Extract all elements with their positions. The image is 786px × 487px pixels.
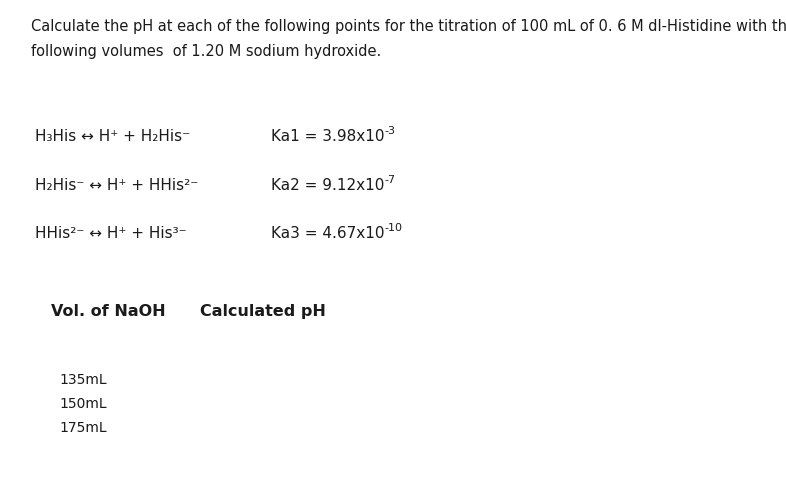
Text: Ka2 = 9.12x10: Ka2 = 9.12x10 — [271, 178, 384, 193]
Text: -7: -7 — [384, 174, 395, 185]
Text: 175mL: 175mL — [59, 421, 107, 435]
Text: H₂His⁻ ↔ H⁺ + HHis²⁻: H₂His⁻ ↔ H⁺ + HHis²⁻ — [35, 178, 199, 193]
Text: Calculated pH: Calculated pH — [200, 304, 326, 319]
Text: -10: -10 — [384, 223, 402, 233]
Text: Vol. of NaOH: Vol. of NaOH — [51, 304, 166, 319]
Text: following volumes  of 1.20 M sodium hydroxide.: following volumes of 1.20 M sodium hydro… — [31, 44, 382, 59]
Text: 150mL: 150mL — [59, 397, 107, 411]
Text: HHis²⁻ ↔ H⁺ + His³⁻: HHis²⁻ ↔ H⁺ + His³⁻ — [35, 226, 187, 242]
Text: -3: -3 — [384, 126, 395, 136]
Text: 135mL: 135mL — [59, 373, 107, 387]
Text: H₃His ↔ H⁺ + H₂His⁻: H₃His ↔ H⁺ + H₂His⁻ — [35, 129, 190, 144]
Text: Ka3 = 4.67x10: Ka3 = 4.67x10 — [271, 226, 384, 242]
Text: Ka1 = 3.98x10: Ka1 = 3.98x10 — [271, 129, 384, 144]
Text: Calculate the pH at each of the following points for the titration of 100 mL of : Calculate the pH at each of the followin… — [31, 19, 786, 35]
